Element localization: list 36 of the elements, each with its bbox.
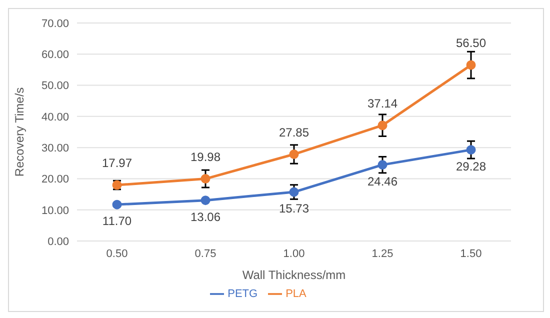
x-tick-label: 1.00 bbox=[283, 248, 305, 260]
data-label: 19.98 bbox=[190, 150, 221, 164]
y-tick-label: 20.00 bbox=[41, 174, 69, 186]
data-label: 56.50 bbox=[456, 36, 486, 50]
y-axis-title: Recovery Time/s bbox=[12, 87, 26, 177]
point bbox=[289, 150, 299, 160]
point bbox=[200, 196, 210, 206]
x-tick-label: 0.75 bbox=[194, 248, 216, 260]
y-tick-label: 30.00 bbox=[41, 142, 69, 154]
point bbox=[112, 200, 122, 210]
legend-label: PLA bbox=[286, 288, 306, 300]
point bbox=[378, 120, 388, 130]
data-label: 29.28 bbox=[456, 159, 486, 174]
data-label: 15.73 bbox=[278, 202, 310, 216]
y-tick-label: 0.00 bbox=[48, 236, 69, 248]
data-label: 17.97 bbox=[102, 156, 132, 170]
point bbox=[466, 145, 476, 155]
y-tick-label: 50.00 bbox=[41, 80, 69, 92]
point bbox=[289, 187, 299, 197]
y-tick-label: 40.00 bbox=[41, 111, 69, 124]
x-tick-label: 1.50 bbox=[460, 248, 482, 260]
data-label: 11.70 bbox=[102, 214, 132, 228]
data-label: 13.06 bbox=[190, 210, 221, 224]
x-axis-title: Wall Thickness/mm bbox=[242, 268, 346, 282]
legend-label: PETG bbox=[228, 288, 258, 300]
y-tick-label: 70.00 bbox=[41, 18, 69, 30]
y-tick-label: 10.00 bbox=[41, 204, 69, 217]
x-tick-label: 0.50 bbox=[106, 248, 128, 260]
point bbox=[378, 160, 388, 170]
data-label: 27.85 bbox=[278, 125, 310, 140]
point bbox=[466, 60, 476, 70]
x-tick-label: 1.25 bbox=[372, 248, 394, 260]
y-tick-label: 60.00 bbox=[41, 49, 69, 62]
data-label: 37.14 bbox=[367, 96, 398, 110]
point bbox=[200, 174, 210, 184]
data-label: 24.46 bbox=[367, 174, 398, 188]
